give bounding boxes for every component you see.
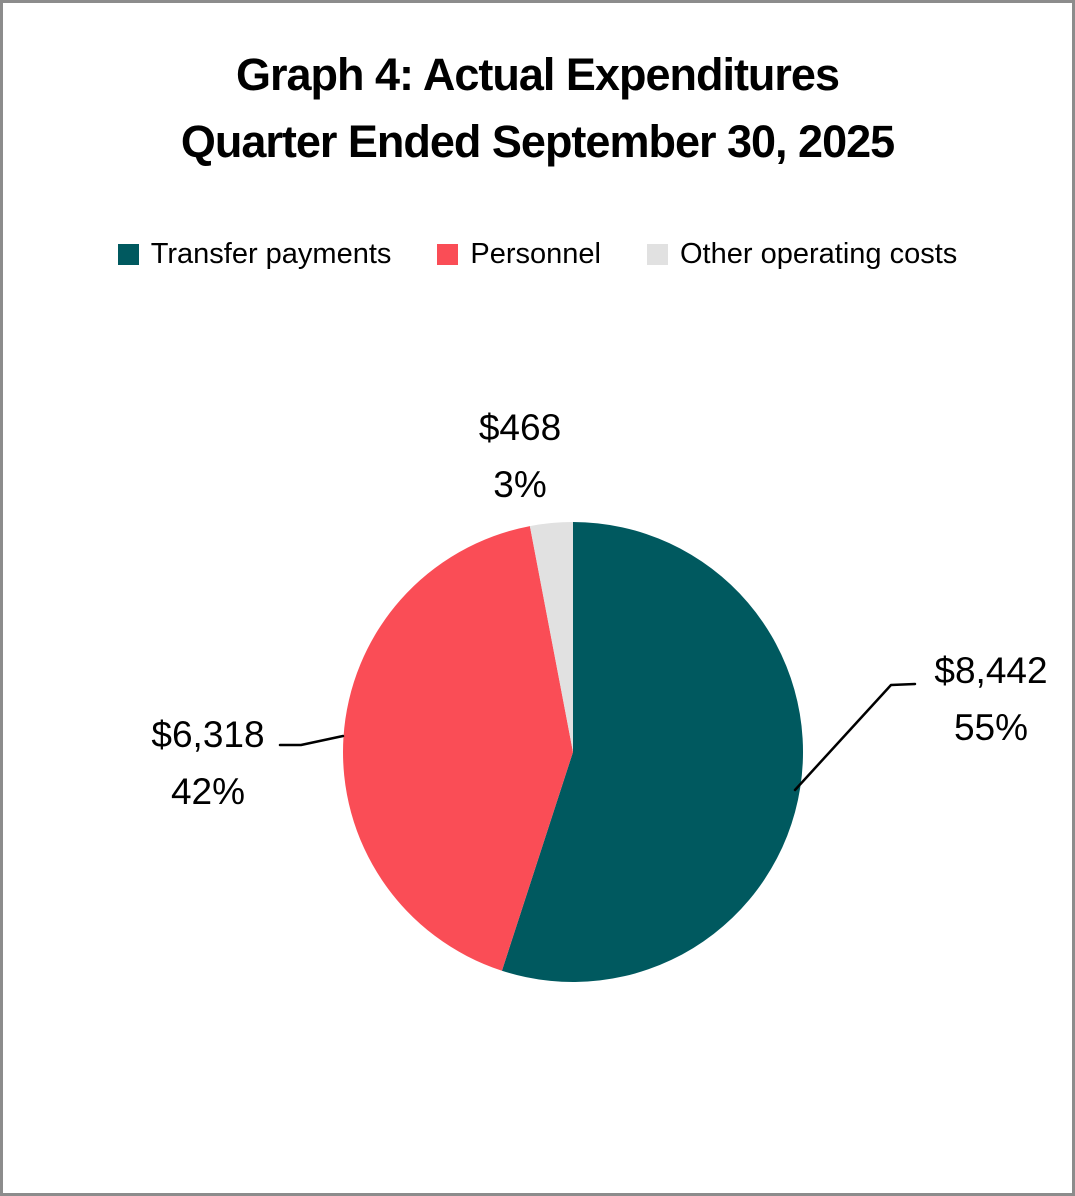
chart-title-line1: Graph 4: Actual Expenditures: [236, 49, 840, 100]
legend-label-transfer-payments: Transfer payments: [150, 237, 392, 270]
pie-chart-svg: [278, 522, 917, 983]
legend-swatch-personnel: [437, 243, 459, 265]
chart-title-line2: Quarter Ended September 30, 2025: [180, 116, 895, 167]
legend-item-transfer-payments: Transfer payments: [117, 237, 392, 271]
legend-label-personnel: Personnel: [470, 237, 601, 270]
pie-slice-personnel: [343, 526, 573, 971]
legend-swatch-transfer-payments: [117, 243, 139, 265]
pie-slice-other-operating-costs: [529, 522, 573, 752]
legend-swatch-other-operating-costs: [647, 243, 668, 265]
data-label-personnel-value: $6,318: [151, 714, 265, 755]
data-label-personnel: $6,318 42%: [128, 706, 288, 820]
leader-line-transfer-payments: [793, 682, 917, 792]
data-label-personnel-percent: 42%: [170, 771, 246, 812]
data-label-other-operating-costs: $468 3%: [430, 399, 610, 513]
chart-title: Graph 4: Actual Expenditures Quarter End…: [3, 41, 1072, 175]
legend-item-personnel: Personnel: [437, 238, 601, 271]
legend-item-other-operating-costs: Other operating costs: [647, 238, 957, 271]
data-label-transfer-payments: $8,442 55%: [911, 642, 1071, 756]
data-label-transfer-percent: 55%: [953, 707, 1029, 748]
data-label-transfer-value: $8,442: [934, 650, 1048, 691]
legend: Transfer payments Personnel Other operat…: [3, 229, 1072, 279]
leader-line-personnel: [278, 734, 345, 747]
data-label-other-percent: 3%: [493, 464, 547, 505]
legend-label-other-operating-costs: Other operating costs: [680, 237, 958, 270]
data-label-other-value: $468: [478, 407, 562, 448]
pie-slice-transfer-payments: [501, 522, 804, 983]
